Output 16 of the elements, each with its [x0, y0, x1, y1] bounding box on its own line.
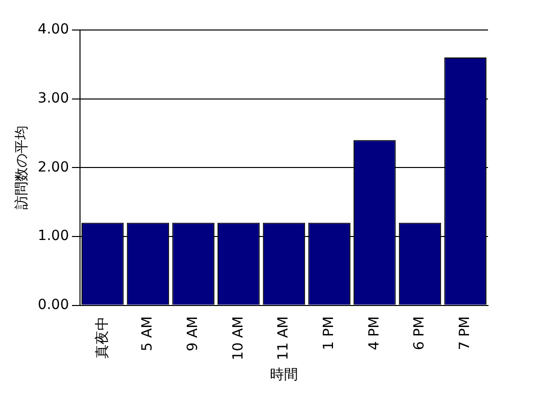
y-tick-label: 2.00: [38, 159, 69, 176]
x-tick-label: 4 PM: [366, 316, 382, 350]
y-tick-label: 0.00: [38, 296, 69, 313]
x-axis-title: 時間: [270, 367, 298, 384]
y-tick-label: 4.00: [38, 22, 69, 38]
x-tick-label: 1 PM: [320, 316, 337, 350]
x-tick-label: 11 AM: [276, 316, 292, 360]
x-tick-label: 6 PM: [412, 316, 428, 350]
y-tick-label: 1.00: [38, 228, 69, 244]
y-tick-label: 3.00: [38, 90, 69, 106]
x-tick-label: 7 PM: [456, 316, 473, 350]
x-tick-label: 9 AM: [184, 316, 201, 352]
y-axis-title: 訪問数の平均: [14, 126, 30, 210]
x-tick-label: 5 AM: [140, 316, 156, 352]
x-tick-label: 10 AM: [230, 316, 246, 360]
x-tick-label: 真夜中: [94, 316, 110, 358]
